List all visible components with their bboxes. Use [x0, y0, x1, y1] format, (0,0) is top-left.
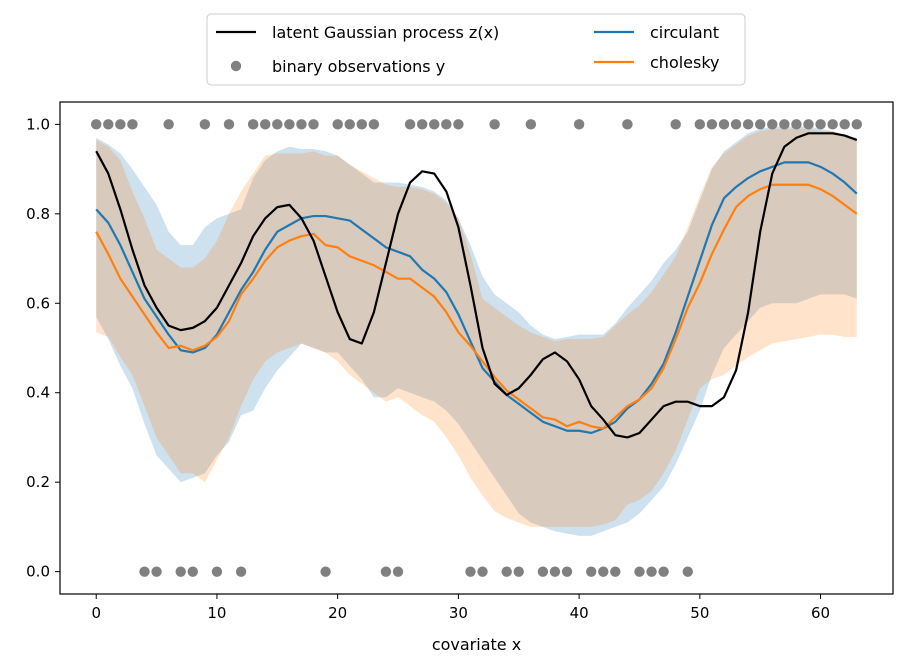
x-tick-label: 40: [570, 604, 589, 622]
observation-point: [730, 119, 742, 130]
observation-point: [779, 119, 790, 130]
observation-point: [453, 119, 464, 130]
observation-point: [284, 119, 295, 130]
legend-swatch-observations: [230, 60, 242, 72]
observation-point: [296, 119, 307, 130]
observation-point: [320, 566, 331, 577]
observation-point: [827, 119, 838, 130]
observation-point: [187, 566, 198, 577]
latent-line: [95, 132, 858, 439]
observation-point: [561, 566, 573, 577]
observation-point: [127, 119, 138, 130]
observation-point: [815, 119, 826, 130]
observation-point: [718, 119, 730, 130]
observation-point: [682, 566, 693, 577]
x-tick-label: 20: [328, 604, 347, 622]
observation-point: [585, 566, 597, 577]
observation-point: [404, 119, 416, 130]
observation-point: [247, 119, 259, 130]
y-tick-label: 0.8: [26, 205, 50, 223]
observation-point: [658, 566, 669, 577]
y-tick-label: 0.4: [26, 384, 50, 402]
observation-point: [151, 566, 162, 577]
observation-point: [501, 566, 512, 577]
observation-point: [441, 119, 452, 130]
observation-point: [356, 119, 368, 130]
observation-point: [368, 119, 380, 130]
legend-label-circulant: circulant: [650, 23, 719, 42]
legend-label-latent: latent Gaussian process z(x): [272, 23, 499, 42]
circulant-band: [96, 126, 857, 536]
y-tick-label: 1.0: [26, 115, 50, 133]
observation-point: [332, 119, 343, 130]
observation-point: [465, 566, 476, 577]
legend-label-cholesky: cholesky: [650, 53, 720, 72]
axes-frame: [59, 101, 894, 595]
y-tick-label: 0.6: [26, 294, 50, 312]
observation-point: [742, 119, 754, 130]
observation-point: [392, 566, 404, 577]
cholesky-band: [96, 128, 857, 527]
observation-point: [646, 566, 657, 577]
x-axis-ticks: 0 10 20 30 40 50 60: [91, 594, 830, 622]
x-tick-label: 60: [811, 604, 830, 622]
observation-point: [380, 566, 392, 577]
legend-label-observations: binary observations y: [272, 57, 445, 76]
observation-point: [272, 119, 283, 130]
observation-point: [199, 119, 211, 130]
observation-point: [598, 566, 609, 577]
observation-point: [260, 119, 271, 130]
observation-point: [573, 119, 585, 130]
observation-point: [851, 119, 862, 130]
observation-point: [803, 119, 814, 130]
observation-point: [416, 119, 428, 130]
observation-point: [163, 119, 174, 130]
observation-point: [755, 119, 766, 130]
y-tick-label: 0.0: [26, 563, 50, 581]
x-tick-label: 0: [91, 604, 101, 622]
observation-point: [622, 119, 633, 130]
x-axis-label: covariate x: [432, 635, 521, 654]
series-lines: [95, 132, 858, 439]
confidence-bands: [96, 126, 857, 536]
legend: latent Gaussian process z(x) binary obser…: [206, 13, 746, 86]
observation-point: [308, 119, 319, 130]
observation-point: [103, 119, 114, 130]
observation-point: [91, 119, 102, 130]
observation-points: [91, 119, 862, 577]
observation-point: [477, 566, 488, 577]
observation-point: [429, 119, 440, 130]
observation-point: [525, 119, 537, 130]
observation-point: [223, 119, 235, 130]
observation-point: [670, 119, 681, 130]
observation-point: [610, 566, 621, 577]
x-tick-label: 10: [207, 604, 226, 622]
observation-point: [115, 119, 126, 130]
y-tick-label: 0.2: [26, 473, 50, 491]
y-axis-ticks: 0.0 0.2 0.4 0.6 0.8 1.0: [26, 115, 60, 581]
observation-point: [706, 119, 718, 130]
observation-point: [175, 566, 186, 577]
observation-point: [489, 119, 500, 130]
x-tick-label: 30: [449, 604, 468, 622]
observation-point: [235, 566, 247, 577]
observation-point: [344, 119, 355, 130]
observation-point: [634, 566, 645, 577]
observation-point: [767, 119, 778, 130]
observation-point: [513, 566, 524, 577]
cholesky-line: [95, 183, 858, 430]
observation-point: [839, 119, 850, 130]
observation-point: [694, 119, 706, 130]
observation-point: [537, 566, 549, 577]
x-tick-label: 50: [690, 604, 709, 622]
observation-point: [211, 566, 223, 577]
observation-point: [139, 566, 150, 577]
observation-point: [549, 566, 561, 577]
observation-point: [791, 119, 802, 130]
